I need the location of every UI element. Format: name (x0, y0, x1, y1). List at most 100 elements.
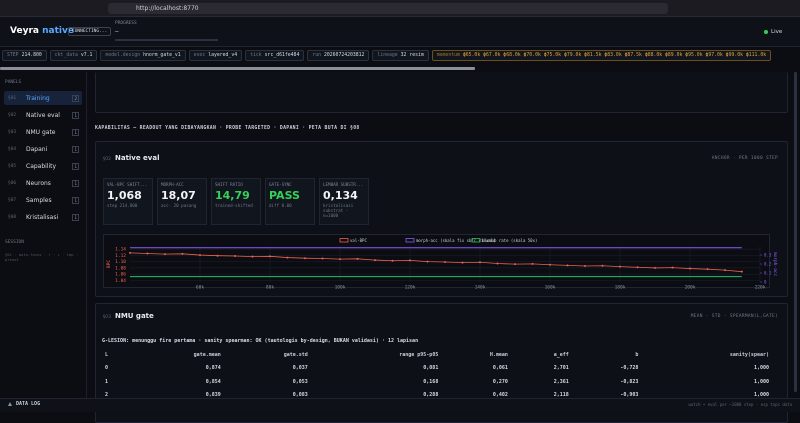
nav-item[interactable]: §01 Training 2 (4, 91, 82, 105)
panel-meta: ANCHOR · PER 1000 STEP (711, 156, 778, 161)
section-header: KAPABILITAS — READOUT YANG DIBAYANGKAN ·… (95, 126, 360, 131)
panel-title: §03 NMU gate (103, 312, 154, 320)
series-point (566, 264, 569, 267)
series-point (234, 255, 236, 258)
progress-value: — (115, 28, 119, 35)
nav-count: 1 (72, 145, 79, 153)
y2-tick-label: 0.1 (764, 271, 772, 276)
chip-label: tick (250, 53, 262, 58)
card-label: VAL-BPC SHIFT... (107, 182, 148, 187)
live-label: Live (771, 29, 783, 35)
nav-num: §03 (8, 129, 17, 135)
nav-num: §04 (8, 146, 17, 152)
nav-item[interactable]: §04 Dapani 1 (4, 142, 82, 156)
series-point (636, 266, 639, 269)
nav-label: Samples (26, 196, 52, 204)
nav-item[interactable]: §08 Kristalisasi 1 (4, 210, 82, 224)
session-title: SESSION (5, 240, 24, 245)
series-point (164, 253, 166, 256)
cell: -0,823 (620, 378, 639, 385)
cell: 2 (105, 392, 109, 399)
nav-count: 1 (72, 111, 79, 119)
sidebar: PANELS SESSION §01 · auto-focus · ↑ · ↓ … (0, 72, 87, 398)
cell: 0,270 (492, 378, 508, 385)
brand: Veyra native (10, 26, 74, 36)
y-tick-label: 1.04 (115, 278, 126, 284)
header-cell: gate.mean (193, 351, 221, 358)
card-value: PASS (269, 189, 300, 202)
nav-item[interactable]: §03 NMU gate 1 (4, 125, 82, 139)
panel-num: §03 (103, 315, 111, 320)
nav-count: 2 (72, 94, 79, 102)
nav-num: §07 (8, 197, 17, 203)
nav-label: Dapani (26, 145, 48, 153)
x-tick-label: 100k (335, 285, 346, 291)
cell: 2,701 (553, 365, 569, 372)
table-row: 0 0,874 0,037 0,081 0,061 2,701 -0,728 1,000 (102, 362, 772, 376)
card-label: SHIFT RATIO (215, 182, 243, 187)
chip-value: 20260724203812 (324, 53, 365, 58)
x-tick-label: 200k (685, 285, 696, 291)
brand-name: Veyra (10, 26, 39, 36)
table-row: 2 0,839 0,083 0,288 0,402 2,118 -0,903 1,000 (102, 389, 772, 403)
chip: run 20260724203812 (307, 50, 370, 61)
chip: lineage 32 resim (372, 50, 429, 61)
series-point (426, 260, 429, 263)
chip-value: hnorm_gate_v1 (143, 53, 181, 58)
series-point (706, 268, 709, 271)
series-point (304, 257, 306, 260)
series-point (461, 261, 464, 264)
cell: 0 (105, 365, 109, 372)
card-sub: trained-shifted (215, 203, 253, 208)
series-point (531, 262, 534, 265)
series-point (654, 266, 656, 269)
series-point (374, 259, 376, 262)
series-point (129, 251, 131, 254)
nav-count: 1 (72, 196, 79, 204)
cell: 0,402 (492, 392, 508, 399)
table-row: 1 0,854 0,053 0,168 0,270 2,361 -0,823 1,000 (102, 375, 772, 389)
nav-item[interactable]: §07 Samples 1 (4, 193, 82, 207)
chip-label: model.design (105, 53, 141, 58)
nav-item[interactable]: §06 Neurons 1 (4, 176, 82, 190)
chip-value: v7.1 (80, 53, 93, 58)
card-sub: step 214.800 (107, 203, 138, 208)
y-tick-label: 1.12 (115, 253, 126, 259)
x-tick-label: 220k (755, 285, 766, 291)
nav-item[interactable]: §02 Native eval 1 (4, 108, 82, 122)
nav-num: §08 (8, 214, 17, 220)
series-point (269, 255, 271, 258)
cell: 0,288 (423, 392, 439, 399)
series-point (444, 260, 446, 263)
legend-swatch (405, 238, 415, 243)
cell: 0,037 (292, 365, 308, 372)
legend-label: blomab rate (skala 50x) (482, 238, 537, 243)
x-tick-label: 120k (405, 285, 416, 291)
nav-num: §06 (8, 180, 17, 186)
footer (0, 398, 800, 412)
y-tick-label: 1.06 (115, 272, 126, 278)
legend-label: morph-acc (skala fix sb/c visual) (416, 238, 495, 243)
data-log-toggle[interactable]: DATA LOG (16, 401, 41, 407)
series-point (479, 261, 481, 264)
series-point (549, 263, 551, 266)
live-dot (764, 30, 768, 34)
footer-icon (8, 402, 12, 406)
series-point (601, 264, 604, 267)
card-value: 0,134 (323, 189, 358, 202)
chip: momentum ϕ65.0k ϕ67.0k ϕ68.0k ϕ70.0k ϕ75.… (431, 50, 772, 61)
cell: 0,874 (205, 365, 221, 372)
cell: 0,854 (205, 378, 221, 385)
series-point (181, 252, 184, 255)
address-bar[interactable]: http://localhost:8770 (108, 3, 668, 14)
card-label: MORPH-ACC (161, 182, 184, 187)
cell: 1,000 (753, 392, 769, 399)
nav-num: §05 (8, 163, 17, 169)
nav-item[interactable]: §05 Capability 1 (4, 159, 82, 173)
series-point (339, 258, 341, 261)
y-axis-label: BPC (106, 260, 112, 268)
nav-count: 1 (72, 162, 79, 170)
cell: 0,839 (205, 392, 221, 399)
legend-swatch (339, 238, 349, 243)
